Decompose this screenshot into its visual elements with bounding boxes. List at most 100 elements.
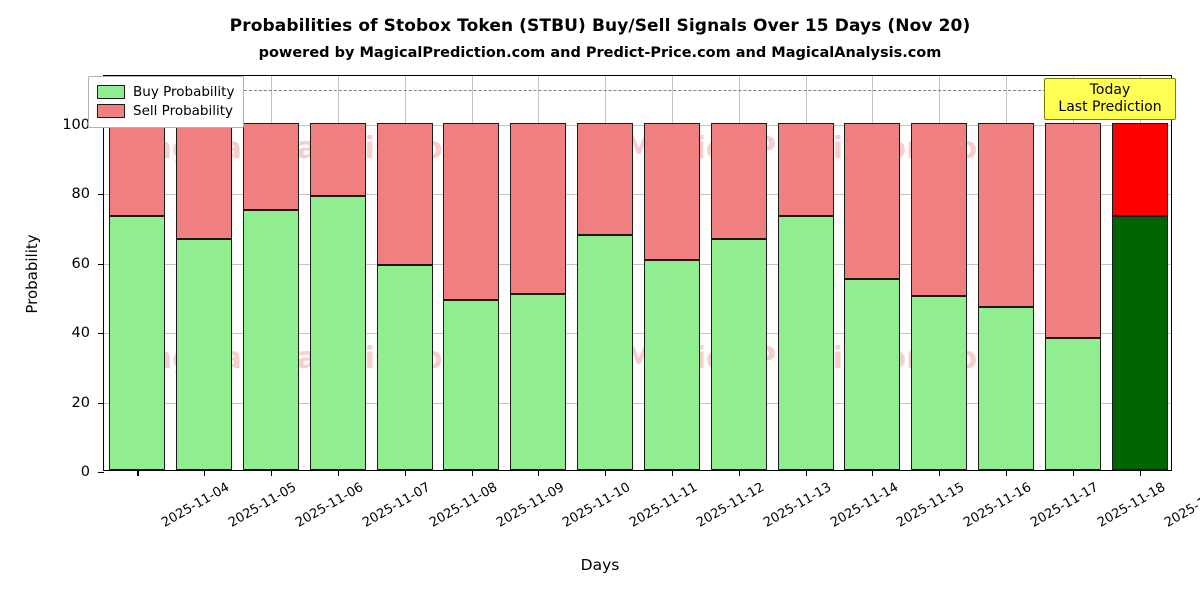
today-label-line1: Today: [1089, 82, 1131, 98]
x-axis-tick-label: 2025-11-04: [159, 480, 233, 531]
bar-segment-sell: [376, 122, 433, 266]
bar-group[interactable]: [977, 74, 1034, 470]
x-axis-tick-label: 2025-11-06: [293, 480, 367, 531]
bar-segment-sell: [777, 122, 834, 217]
bar-segment-buy: [977, 306, 1034, 470]
bar-segment-sell: [1111, 122, 1168, 217]
y-axis-tick-label: 20: [71, 394, 90, 411]
bar-group[interactable]: [911, 74, 968, 470]
bar-group[interactable]: [109, 74, 166, 470]
bar-segment-sell: [510, 122, 567, 294]
bar-group[interactable]: [309, 74, 366, 470]
bar-segment-sell: [443, 122, 500, 300]
y-axis-tick-label: 0: [80, 464, 90, 480]
chart-title: Probabilities of Stobox Token (STBU) Buy…: [229, 16, 971, 36]
x-axis-title: Days: [580, 556, 620, 574]
x-axis-tick-label: 2025-11-16: [961, 480, 1035, 531]
bar-segment-buy: [176, 238, 233, 470]
legend-swatch-sell: [97, 104, 125, 118]
x-axis-tick-mark: [337, 470, 339, 476]
x-axis-tick-label: 2025-11-15: [894, 480, 968, 531]
bar-segment-buy: [577, 234, 634, 470]
legend-item-buy[interactable]: Buy Probability: [97, 83, 234, 101]
x-axis-tick-label: 2025-11-07: [359, 480, 433, 531]
bar-group[interactable]: [376, 74, 433, 470]
bar-segment-sell: [844, 122, 901, 279]
bar-segment-buy: [1044, 338, 1101, 470]
y-axis-tick-mark: [98, 402, 104, 404]
x-axis-tick-label: 2025-11-09: [493, 480, 567, 531]
bar-segment-buy: [777, 216, 834, 470]
bar-group[interactable]: [710, 74, 767, 470]
x-axis-tick-mark: [738, 470, 740, 476]
horizontal-gridline: [104, 194, 1171, 196]
reference-dashed-line: [104, 89, 1171, 91]
bar-segment-buy: [109, 216, 166, 470]
x-axis-tick-mark: [204, 470, 206, 476]
bar-segment-sell: [309, 122, 366, 196]
horizontal-gridline: [104, 263, 1171, 265]
bar-segment-buy: [1111, 216, 1168, 470]
bar-group[interactable]: [844, 74, 901, 470]
bar-segment-buy: [309, 195, 366, 470]
x-axis-tick-mark: [538, 470, 540, 476]
bar-segment-buy: [911, 296, 968, 470]
bar-group[interactable]: [777, 74, 834, 470]
x-axis-tick-mark: [671, 470, 674, 476]
bar-group[interactable]: [243, 74, 300, 470]
bar-segment-sell: [176, 122, 233, 239]
bar-group[interactable]: [577, 74, 634, 470]
y-axis-tick-mark: [98, 333, 104, 335]
bar-segment-sell: [1044, 122, 1101, 338]
bar-group[interactable]: [1111, 74, 1168, 470]
y-axis-tick-label: 100: [62, 116, 90, 133]
legend-swatch-buy: [97, 85, 125, 99]
chart-legend: Buy Probability Sell Probability: [88, 76, 245, 128]
bar-group[interactable]: [643, 74, 700, 470]
legend-label-buy: Buy Probability: [133, 84, 235, 100]
x-axis-tick-label: 2025-11-19: [1161, 480, 1200, 531]
legend-label-sell: Sell Probability: [133, 103, 234, 119]
x-axis-tick-mark: [805, 470, 807, 476]
bar-segment-sell: [109, 122, 166, 217]
legend-item-sell[interactable]: Sell Probability: [97, 102, 234, 120]
y-axis-tick-label: 60: [71, 255, 90, 272]
x-axis-tick-label: 2025-11-11: [627, 480, 701, 531]
x-axis-tick-label: 2025-11-17: [1028, 480, 1102, 531]
chart-subtitle: powered by MagicalPrediction.com and Pre…: [258, 45, 942, 61]
bar-segment-sell: [911, 122, 968, 297]
x-axis-tick-label: 2025-11-05: [226, 480, 300, 531]
x-axis-tick-mark: [605, 470, 607, 476]
y-axis-title-text: Probability: [23, 234, 41, 314]
x-axis-tick-label: 2025-11-18: [1094, 480, 1168, 531]
bar-group[interactable]: [176, 74, 233, 470]
today-label-line2: Last Prediction: [1058, 98, 1162, 115]
bar-segment-buy: [376, 265, 433, 470]
bar-group[interactable]: [510, 74, 567, 470]
y-axis-tick-mark: [98, 472, 104, 474]
y-axis-tick-label: 80: [71, 186, 90, 203]
x-axis-tick-label: 2025-11-13: [760, 480, 834, 531]
today-annotation: Today Last Prediction: [1044, 78, 1176, 121]
x-axis-tick-mark: [1139, 470, 1141, 476]
bar-segment-buy: [510, 293, 567, 470]
bar-segment-buy: [844, 278, 901, 470]
bar-group[interactable]: [443, 74, 500, 470]
x-axis-tick-mark: [1072, 470, 1074, 476]
horizontal-gridline: [104, 333, 1171, 335]
bar-segment-buy: [643, 259, 700, 470]
bar-segment-sell: [577, 122, 634, 235]
bar-series-layer: [104, 76, 1171, 470]
x-axis-tick-mark: [404, 470, 406, 476]
y-axis-tick-label: 40: [71, 325, 90, 342]
bar-group[interactable]: [1044, 74, 1101, 470]
x-axis-tick-mark: [1006, 470, 1008, 476]
bar-segment-buy: [443, 299, 500, 470]
x-axis-tick-label: 2025-11-08: [426, 480, 500, 531]
x-axis-tick-mark: [271, 470, 273, 476]
bar-segment-sell: [643, 122, 700, 260]
x-axis-tick-label: 2025-11-12: [694, 480, 767, 531]
x-axis-tick-label: 2025-11-10: [560, 480, 634, 531]
y-axis-tick-mark: [98, 263, 104, 265]
